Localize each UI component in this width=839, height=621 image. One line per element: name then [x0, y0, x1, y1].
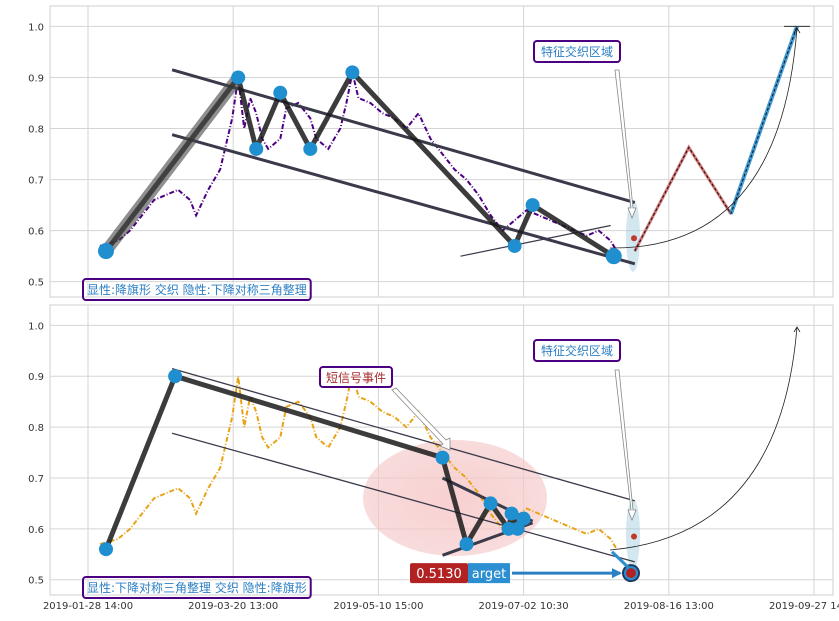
pivot-point	[98, 243, 115, 260]
feature-callout: 特征交织区域	[533, 339, 637, 522]
pivot-point	[483, 496, 498, 511]
feature-marker	[631, 533, 637, 540]
y-tick-label: 0.7	[28, 474, 44, 485]
feature-arrow	[614, 369, 637, 522]
pivot-point	[516, 511, 531, 526]
pivot-point	[605, 248, 622, 265]
y-tick-label: 0.9	[28, 73, 44, 84]
pivot-point	[507, 238, 522, 253]
pattern-box-label: 显性:下降对称三角整理 交织 隐性:降旗形	[87, 580, 307, 595]
lower-trendline	[171, 432, 635, 563]
pivot-point	[345, 65, 360, 80]
pivot-point	[99, 542, 114, 557]
pivot-point	[168, 369, 183, 384]
feature-marker	[631, 235, 637, 242]
target-label: arget	[472, 567, 506, 582]
pattern-box-label: 显性:降旗形 交织 隐性:下降对称三角整理	[87, 282, 307, 297]
pivot-point	[504, 506, 519, 521]
target-callout: 0.5130 arget	[410, 550, 640, 584]
feature-box	[533, 40, 621, 63]
pattern-box	[82, 576, 312, 599]
feature-callout: 特征交织区域	[533, 40, 637, 220]
pattern-box	[82, 278, 312, 301]
pattern-callout: 显性:降旗形 交织 隐性:下降对称三角整理	[82, 278, 312, 301]
x-tick-label: 2019-01-28 14:00	[43, 601, 133, 612]
price-line	[99, 72, 618, 252]
lower-trendline	[171, 133, 636, 266]
small-trendline	[460, 224, 611, 257]
target-point-core	[626, 568, 636, 579]
signal-box	[319, 366, 393, 388]
feature-box-label: 特征交织区域	[541, 44, 613, 59]
y-tick-label: 0.6	[28, 525, 44, 536]
feature-box-label: 特征交织区域	[541, 343, 613, 358]
y-tick-label: 0.5	[28, 576, 44, 587]
upper-trendline	[171, 367, 635, 502]
y-tick-label: 0.8	[28, 125, 44, 136]
x-tick-label: 2019-05-10 15:00	[333, 601, 423, 612]
signal-arrow	[391, 387, 451, 451]
x-tick-label: 2019-08-16 13:00	[624, 601, 714, 612]
y-tick-label: 0.7	[28, 176, 44, 187]
y-tick-label: 0.6	[28, 227, 44, 238]
y-tick-label: 0.8	[28, 423, 44, 434]
projection-arrowhead	[793, 27, 801, 34]
feature-box	[533, 339, 621, 362]
feature-arrow	[614, 69, 637, 220]
projection-dash	[634, 26, 798, 252]
pivot-point	[510, 521, 525, 536]
target-value-box	[410, 563, 468, 584]
pivot-point	[249, 141, 264, 156]
projection-arc	[609, 27, 798, 249]
target-arrow-head	[612, 568, 622, 579]
target-lead	[610, 550, 630, 569]
signal-box-label: 短信号事件	[326, 371, 386, 385]
target-value: 0.5130	[416, 567, 462, 582]
y-tick-label: 1.0	[28, 22, 44, 33]
pivot-point	[459, 537, 474, 552]
projection-arc	[609, 326, 798, 551]
pivot-point	[435, 450, 450, 465]
projection-arrowhead	[793, 326, 801, 333]
pivot-point	[525, 198, 540, 213]
x-tick-label: 2019-03-20 13:00	[188, 601, 278, 612]
pattern-callout: 显性:下降对称三角整理 交织 隐性:降旗形	[82, 576, 312, 599]
target-label-box	[468, 563, 510, 584]
signal-callout: 短信号事件	[319, 366, 451, 451]
pivot-point	[303, 141, 318, 156]
x-tick-label: 2019-07-02 10:30	[479, 601, 569, 612]
y-tick-label: 1.0	[28, 321, 44, 332]
y-tick-label: 0.5	[28, 278, 44, 289]
pivot-point	[231, 70, 246, 85]
upper-trendline	[171, 68, 636, 205]
zigzag-emphasis	[101, 73, 243, 255]
x-tick-label: 2019-09-27 14:00	[769, 601, 839, 612]
y-tick-label: 0.9	[28, 372, 44, 383]
pivot-point	[273, 85, 288, 100]
panel-bottom: 0.5 0.6 0.7 0.8 0.9 1.0 2019-01-28 14:00 2019-0…	[28, 304, 839, 612]
